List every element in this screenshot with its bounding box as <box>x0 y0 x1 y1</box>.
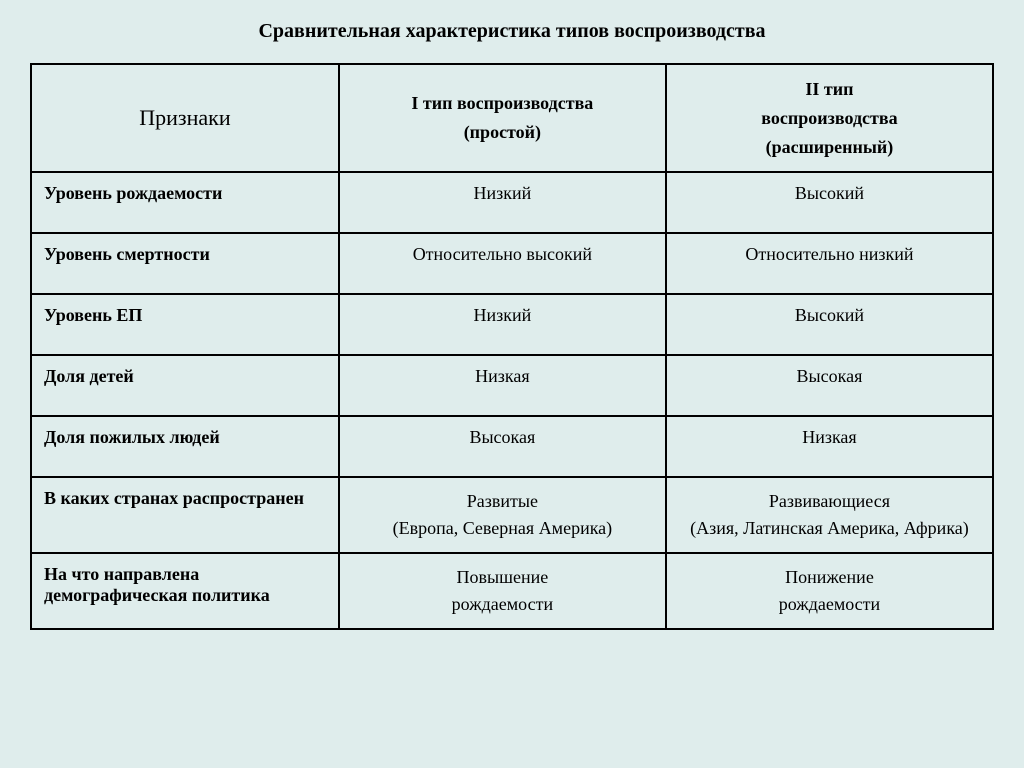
cell-type2: Высокий <box>666 294 993 355</box>
cell-type2: Относительно низкий <box>666 233 993 294</box>
cell-type1: Низкий <box>339 172 666 233</box>
table-row: Уровень рождаемости Низкий Высокий <box>31 172 993 233</box>
cell-type2: Высокий <box>666 172 993 233</box>
table-row: На что направлена демографическая полити… <box>31 553 993 629</box>
cell-type1: Низкая <box>339 355 666 416</box>
cell-type1: Повышение рождаемости <box>339 553 666 629</box>
cell-type2: Высокая <box>666 355 993 416</box>
table-row: Уровень смертности Относительно высокий … <box>31 233 993 294</box>
row-label: Доля детей <box>31 355 339 416</box>
row-label: В каких странах распространен <box>31 477 339 553</box>
header-col-2: I тип воспроизводства (простой) <box>339 64 666 172</box>
table-row: В каких странах распространен Развитые (… <box>31 477 993 553</box>
cell-type2: Низкая <box>666 416 993 477</box>
table-row: Уровень ЕП Низкий Высокий <box>31 294 993 355</box>
row-label: На что направлена демографическая полити… <box>31 553 339 629</box>
cell-type2: Понижение рождаемости <box>666 553 993 629</box>
cell-type1: Развитые (Европа, Северная Америка) <box>339 477 666 553</box>
cell-type2: Развивающиеся (Азия, Латинская Америка, … <box>666 477 993 553</box>
header-col-1: Признаки <box>31 64 339 172</box>
page-title: Сравнительная характеристика типов воспр… <box>30 20 994 43</box>
row-label: Уровень ЕП <box>31 294 339 355</box>
row-label: Уровень смертности <box>31 233 339 294</box>
cell-type1: Относительно высокий <box>339 233 666 294</box>
cell-type1: Низкий <box>339 294 666 355</box>
table-row: Доля пожилых людей Высокая Низкая <box>31 416 993 477</box>
table-header-row: Признаки I тип воспроизводства (простой)… <box>31 64 993 172</box>
table-row: Доля детей Низкая Высокая <box>31 355 993 416</box>
header-col-3: II тип воспроизводства (расширенный) <box>666 64 993 172</box>
cell-type1: Высокая <box>339 416 666 477</box>
comparison-table: Признаки I тип воспроизводства (простой)… <box>30 63 994 630</box>
row-label: Доля пожилых людей <box>31 416 339 477</box>
row-label: Уровень рождаемости <box>31 172 339 233</box>
